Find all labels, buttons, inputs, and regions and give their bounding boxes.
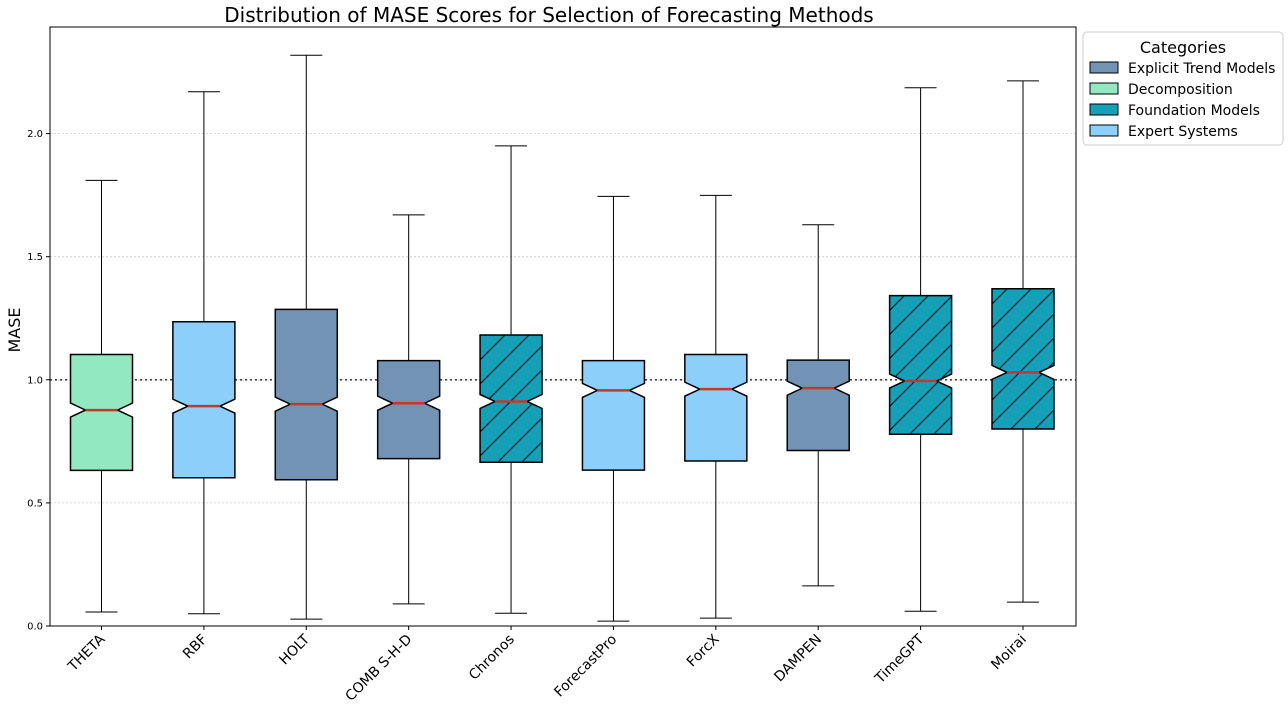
legend-label: Explicit Trend Models xyxy=(1128,61,1275,77)
x-tick-label: ForecastPro xyxy=(551,632,620,701)
x-tick-group: THETA RBF HOLT COMB S-H-D Chronos ForecastPro… xyxy=(65,626,1030,705)
box-holt xyxy=(274,54,339,620)
legend-swatch xyxy=(1089,103,1119,116)
legend-label: Expert Systems xyxy=(1128,124,1238,140)
box-body xyxy=(786,359,850,452)
box-body xyxy=(376,359,441,460)
y-tick-group: 0.0 0.5 1.0 1.5 2.0 xyxy=(27,129,50,633)
legend-title: Categories xyxy=(1140,38,1226,57)
box-hatch xyxy=(480,334,543,463)
box-body xyxy=(274,308,339,481)
y-tick-label: 0.0 xyxy=(27,622,43,633)
box-group xyxy=(69,54,1055,622)
legend: Categories Explicit Trend Models Decompos… xyxy=(1082,31,1284,146)
box-theta xyxy=(69,179,134,613)
x-tick-label: DAMPEN xyxy=(771,632,825,686)
x-tick-label: HOLT xyxy=(276,631,313,668)
x-tick-label: Moirai xyxy=(988,632,1030,674)
box-hatch xyxy=(889,295,952,435)
y-tick-label: 0.5 xyxy=(27,498,43,509)
y-tick-label: 1.0 xyxy=(27,375,43,386)
legend-entries: Explicit Trend Models Decomposition Founda… xyxy=(1089,61,1275,140)
legend-swatch xyxy=(1089,82,1119,95)
box-chronos xyxy=(479,145,543,614)
legend-label: Decomposition xyxy=(1128,82,1233,98)
plot-frame xyxy=(49,26,1077,627)
box-hatch xyxy=(992,288,1054,430)
x-tick-label: Chronos xyxy=(466,632,518,684)
y-tick-label: 2.0 xyxy=(27,129,43,140)
box-body xyxy=(684,353,748,462)
x-tick-label: RBF xyxy=(180,632,211,663)
box-body xyxy=(581,359,646,471)
legend-swatch xyxy=(1089,61,1119,74)
y-tick-label: 1.5 xyxy=(27,252,43,263)
x-tick-label: TimeGPT xyxy=(872,631,928,687)
box-body xyxy=(172,320,236,479)
box-timegpt xyxy=(888,87,953,612)
x-tick-label: ForcX xyxy=(684,631,723,670)
y-axis-label: MASE xyxy=(5,307,24,352)
legend-swatch xyxy=(1089,124,1119,137)
legend-label: Foundation Models xyxy=(1128,103,1260,119)
box-rbf xyxy=(172,91,236,615)
box-dampen xyxy=(786,224,850,587)
box-comb-s-h-d xyxy=(376,214,441,605)
x-tick-label: THETA xyxy=(65,631,109,675)
box-moirai xyxy=(991,80,1055,603)
box-body xyxy=(69,353,134,472)
chart-title: Distribution of MASE Scores for Selectio… xyxy=(224,3,873,27)
legend-frame xyxy=(1082,31,1284,146)
x-tick-label: COMB S-H-D xyxy=(342,632,415,705)
box-forecastpro xyxy=(581,195,646,622)
box-forcx xyxy=(684,194,748,619)
